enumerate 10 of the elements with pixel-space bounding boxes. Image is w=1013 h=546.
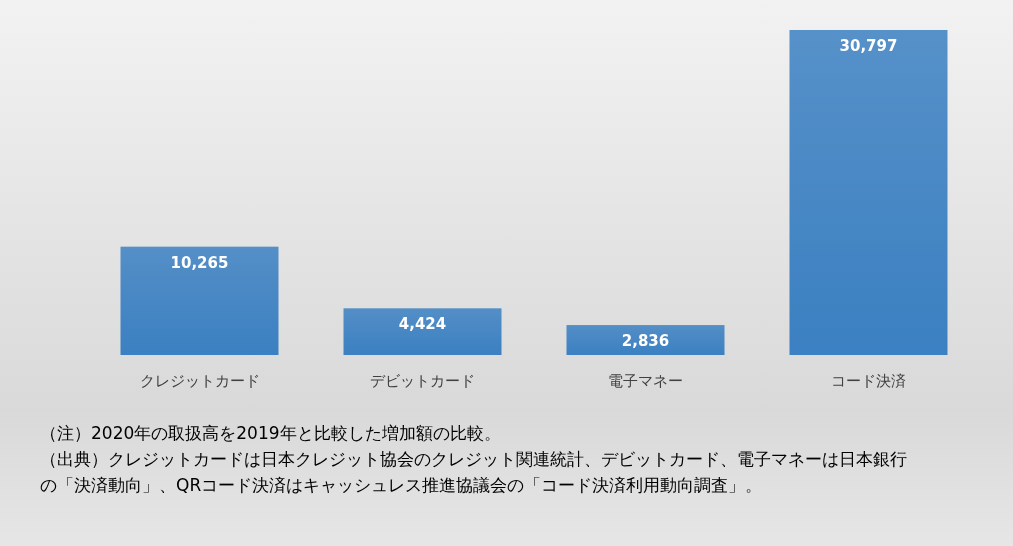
text: （注）2020年の取扱高を2019年と比較した増加額の比較。 (40, 422, 502, 445)
data-label: 4,424 (398, 315, 447, 334)
x-tick-label: デビットカード (370, 372, 475, 390)
data-label: 30,797 (839, 37, 898, 55)
x-tick-label: クレジットカード (139, 372, 260, 390)
x-tick-label: コード決済 (831, 372, 906, 390)
x-tick-label: 電子マネー (608, 372, 683, 390)
data-label: 10,265 (170, 253, 229, 272)
data-label: 2,836 (621, 332, 670, 351)
text: （出典）クレジットカードは日本クレジット協会のクレジット関連統計、デビットカード、電子マネーは日本銀行の「決済動向」、QRコード決済はキャッシュレス推進協議会の「コード決済利用動向調査」。 (40, 448, 908, 497)
